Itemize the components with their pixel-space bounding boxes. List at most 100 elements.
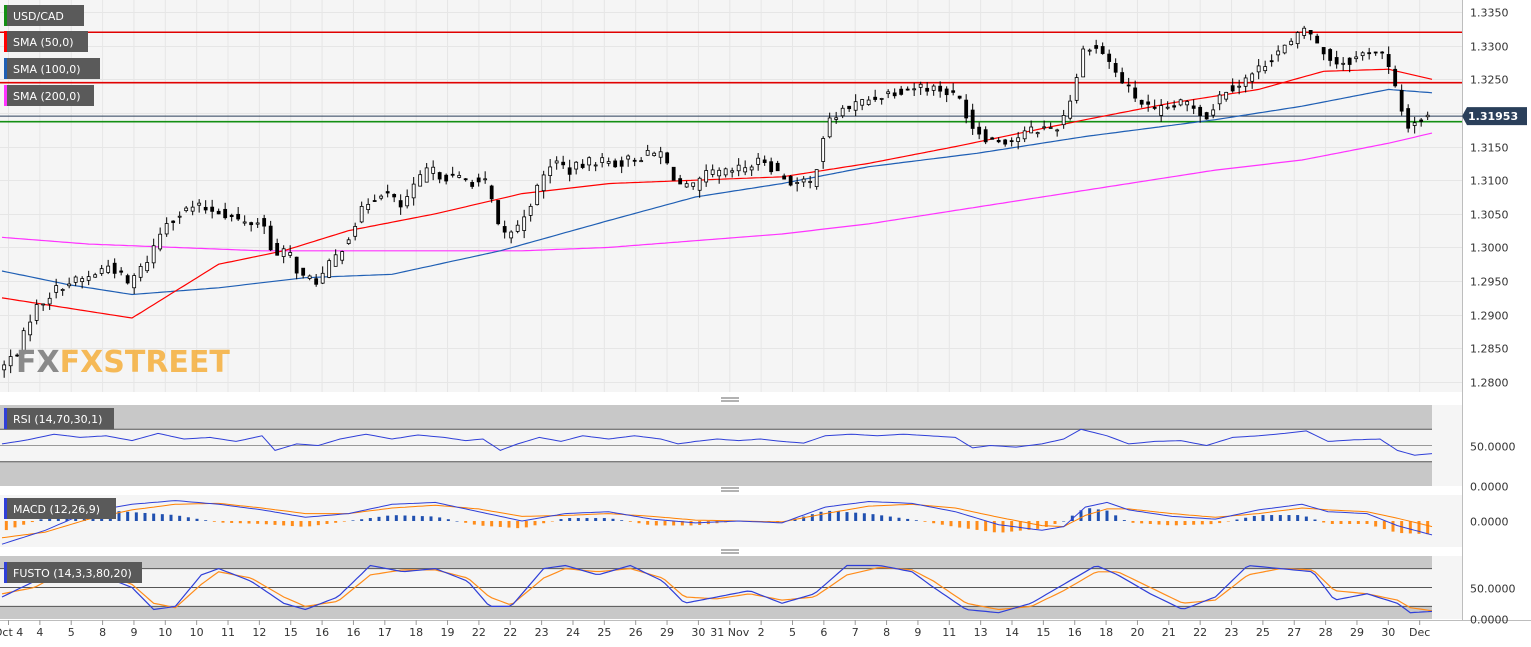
x-tick-label: 2 — [758, 626, 765, 639]
macd-hist-positive — [828, 510, 832, 521]
macd-line — [1, 500, 1433, 545]
candle-bear — [970, 109, 975, 129]
candle-bear — [619, 160, 624, 167]
macd-hist-positive — [377, 516, 381, 521]
candle-bull — [242, 221, 247, 224]
macd-hist-negative — [1044, 521, 1048, 527]
macd-hist-negative — [30, 521, 34, 523]
macd-hist-negative — [472, 521, 476, 525]
macd-hist-positive — [455, 521, 459, 522]
candle-bear — [1386, 54, 1391, 68]
y-tick-label: 0.0000 — [1470, 614, 1509, 627]
candle-bull — [47, 297, 52, 305]
candle-bull — [359, 206, 364, 223]
macd-hist-positive — [134, 512, 138, 521]
macd-hist-positive — [897, 517, 901, 521]
macd-hist-positive — [351, 520, 355, 521]
macd-hist-negative — [1382, 521, 1386, 530]
legend-sma50[interactable]: SMA (50,0) — [4, 31, 88, 52]
candle-bull — [1035, 132, 1040, 135]
macd-hist-negative — [542, 521, 546, 524]
macd-hist-negative — [290, 521, 294, 527]
candle-bull — [41, 303, 46, 306]
macd-hist-negative — [247, 521, 251, 524]
y-tick-label: 50.0000 — [1470, 583, 1516, 596]
fusto-lower-band — [0, 606, 1432, 619]
macd-hist-negative — [498, 521, 502, 527]
candle-bear — [561, 161, 566, 166]
rsi-lower-band — [0, 461, 1432, 486]
candle-bull — [60, 289, 65, 291]
candle-bull — [320, 272, 325, 284]
legend-fusto[interactable]: FUSTO (14,3,3,80,20) — [4, 562, 142, 583]
rsi-upper-band — [0, 405, 1432, 430]
macd-hist-negative — [689, 521, 693, 526]
x-tick-label: 17 — [378, 626, 392, 639]
pane-splitter-1[interactable] — [721, 397, 739, 402]
macd-hist-positive — [1105, 510, 1109, 521]
x-tick-label: 11 — [942, 626, 956, 639]
macd-hist-negative — [1192, 521, 1196, 525]
macd-hist-negative — [680, 521, 684, 526]
x-tick-label: 18 — [1099, 626, 1113, 639]
pane-splitter-2[interactable] — [721, 487, 739, 492]
macd-hist-positive — [39, 519, 43, 521]
candle-bull — [541, 174, 546, 192]
legend-macd[interactable]: MACD (12,26,9) — [4, 498, 116, 519]
candle-bear — [632, 159, 637, 162]
macd-hist-negative — [958, 521, 962, 528]
x-tick-label: 30 — [691, 626, 705, 639]
fusto-upper-band — [0, 556, 1432, 569]
legend-instrument[interactable]: USD/CAD — [4, 5, 84, 26]
candle-bull — [1295, 32, 1300, 45]
x-tick-label: 19 — [441, 626, 455, 639]
candle-bear — [613, 160, 618, 168]
x-tick-label: Oct 4 — [0, 626, 23, 639]
x-tick-label: 15 — [284, 626, 298, 639]
candle-bear — [905, 88, 910, 91]
candle-bull — [1165, 106, 1170, 109]
macd-hist-positive — [403, 515, 407, 521]
x-tick-label: 25 — [1256, 626, 1270, 639]
candle-bear — [125, 275, 130, 284]
candle-bear — [762, 159, 767, 163]
candle-bull — [697, 177, 702, 191]
candle-bull — [801, 178, 806, 183]
legend-sma100[interactable]: SMA (100,0) — [4, 58, 100, 79]
candle-bull — [749, 166, 754, 171]
candle-bull — [1360, 52, 1365, 57]
candle-bull — [710, 169, 715, 175]
x-tick-label: 21 — [1162, 626, 1176, 639]
macd-hist-positive — [576, 518, 580, 521]
x-tick-label: 22 — [472, 626, 486, 639]
x-tick-label: 5 — [68, 626, 75, 639]
y-tick-label: 1.3350 — [1470, 7, 1509, 20]
macd-hist-negative — [1426, 521, 1430, 535]
pane-splitter-3[interactable] — [721, 549, 739, 554]
legend-rsi[interactable]: RSI (14,70,30,1) — [4, 408, 114, 429]
candle-bull — [1243, 77, 1248, 87]
candle-bull — [151, 245, 156, 264]
x-tick-label: 24 — [566, 626, 580, 639]
candle-bull — [626, 155, 631, 160]
candle-bull — [21, 330, 26, 355]
candle-bull — [554, 160, 559, 164]
candle-bear — [1406, 108, 1411, 129]
macd-hist-negative — [282, 521, 286, 526]
macd-hist-negative — [1391, 521, 1395, 532]
candle-bull — [1341, 62, 1346, 65]
y-tick-label: 0.0000 — [1470, 516, 1509, 529]
legend-sma200[interactable]: SMA (200,0) — [4, 85, 94, 106]
candle-bull — [645, 150, 650, 156]
legend-macd-label: MACD (12,26,9) — [13, 503, 100, 516]
price-pane-background — [0, 0, 1462, 392]
candle-bear — [444, 174, 449, 182]
candle-bear — [1126, 84, 1131, 87]
macd-hist-negative — [13, 521, 17, 528]
candle-bull — [522, 216, 527, 231]
macd-hist-positive — [559, 519, 563, 521]
x-tick-label: 23 — [535, 626, 549, 639]
candle-bear — [496, 200, 501, 225]
candle-bull — [1276, 50, 1281, 56]
